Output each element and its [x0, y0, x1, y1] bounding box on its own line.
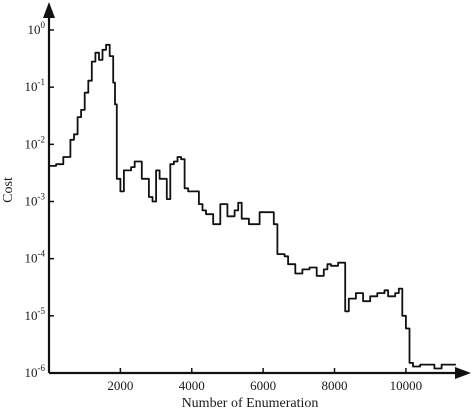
x-axis-arrow	[455, 367, 471, 379]
x-axis-label: Number of Enumeration	[182, 396, 319, 410]
x-tick-label: 2000	[107, 378, 133, 393]
y-axis-label: Cost	[1, 177, 16, 203]
y-tick-label: 10-1	[25, 77, 46, 94]
y-tick-label: 10-5	[25, 306, 46, 323]
y-tick-label: 10-6	[25, 363, 46, 380]
y-tick-label: 10-2	[25, 134, 46, 151]
y-ticks: 100 10-1 10-2 10-3 10-4 10-5 10-6	[25, 20, 54, 380]
y-tick-label: 10-3	[25, 192, 46, 209]
x-ticks: 2000 4000 6000 8000 10000	[107, 368, 422, 393]
x-tick-label: 8000	[322, 378, 348, 393]
x-tick-label: 6000	[250, 378, 276, 393]
y-tick-label: 100	[28, 20, 46, 37]
y-axis-arrow	[43, 2, 55, 18]
y-tick-label: 10-4	[25, 249, 46, 266]
x-tick-label: 4000	[179, 378, 205, 393]
cost-series-line	[49, 43, 456, 370]
x-tick-label: 10000	[390, 378, 423, 393]
